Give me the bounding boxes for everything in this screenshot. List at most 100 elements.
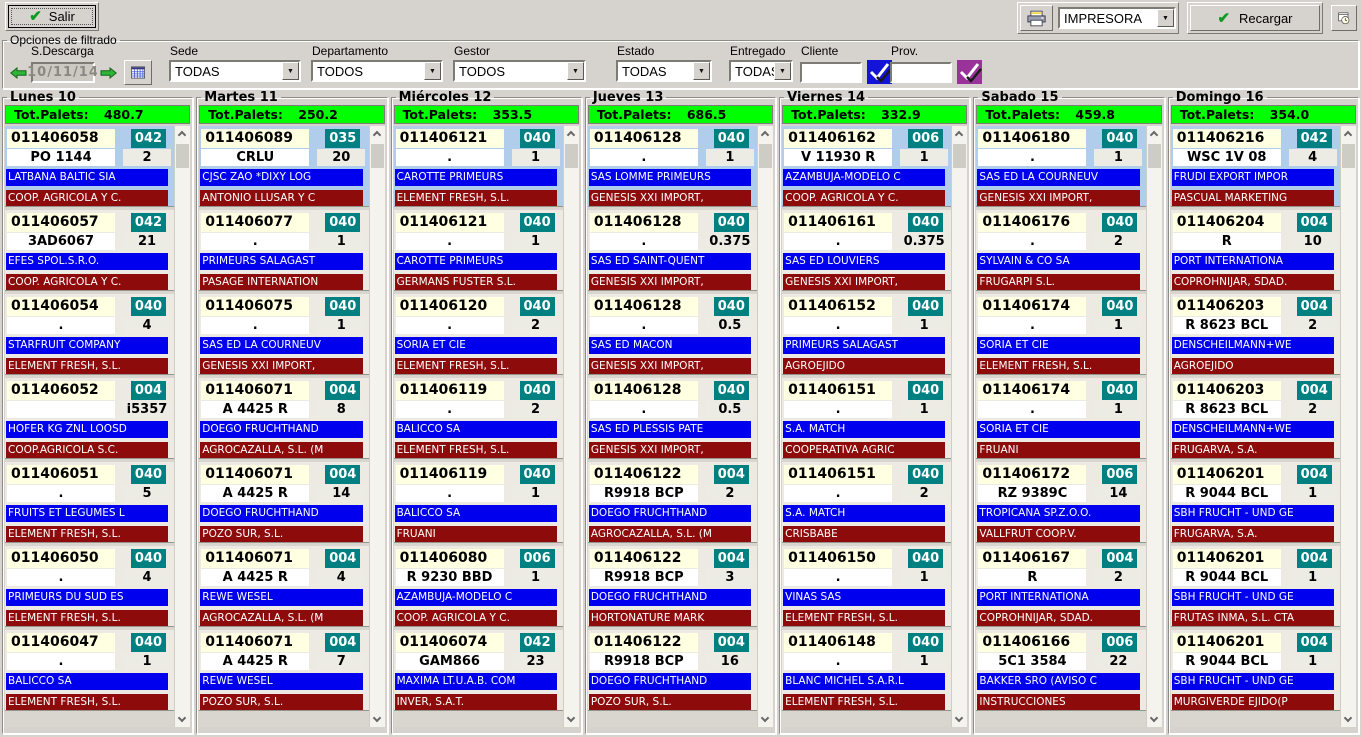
entregado-select[interactable]: TODAS ▼ [729, 60, 793, 82]
pallet-card[interactable]: 011406119 040. 2 BALICCO SA ELEMENT FRESH, S… [393, 378, 563, 459]
prev-day-button[interactable] [7, 61, 29, 84]
scrollbar[interactable] [368, 126, 385, 727]
pallet-card[interactable]: 011406203 004 R 8623 BCL 2 DENSCHEILMANN+WE A… [1170, 294, 1340, 375]
scroll-down-button[interactable] [1149, 713, 1158, 723]
scroll-thumb[interactable] [176, 144, 190, 168]
print-button[interactable] [1020, 5, 1053, 31]
chevron-down-icon[interactable]: ▼ [1157, 9, 1174, 27]
pallet-card[interactable]: 011406128 040. 0.5 SAS ED MACON GENESIS XXI … [587, 294, 758, 375]
pallet-card[interactable]: 011406128 040. 1 SAS LOMME PRIMEURS GENESIS … [587, 126, 758, 207]
scroll-down-button[interactable] [1343, 713, 1353, 723]
chevron-down-icon[interactable]: ▼ [282, 62, 299, 80]
pallet-card[interactable]: 011406201 004 R 9044 BCL 1 SBH FRUCHT - UND … [1170, 630, 1340, 711]
scroll-down-button[interactable] [955, 713, 964, 723]
pallet-card[interactable]: 011406174 040. 1 SORIA ET CIE FRUANI [976, 378, 1146, 459]
sdescarga-date-field[interactable]: 10/11/14 [27, 62, 98, 83]
cliente-input[interactable] [800, 61, 862, 83]
scroll-thumb[interactable] [1342, 144, 1355, 168]
scroll-up-button[interactable] [760, 130, 770, 140]
pallet-card[interactable]: 011406148 040. 1 BLANC MICHEL S.A.R.L ELEMEN… [782, 630, 952, 711]
printer-select[interactable]: IMPRESORA ▼ [1058, 7, 1176, 29]
scroll-down-button[interactable] [178, 713, 187, 723]
pallet-card[interactable]: 011406077 040. 1 PRIMEURS SALAGAST PASAGE IN… [199, 210, 369, 291]
pallet-card[interactable]: 011406204 004 R 10 PORT INTERNATIONA COPROHNI… [1170, 210, 1340, 291]
cliente-search-button[interactable] [867, 60, 892, 84]
pallet-card[interactable]: 011406162 006 V 11930 R 1 AZAMBUJA-MODELO C C… [782, 126, 952, 207]
pallet-card[interactable]: 011406122 004 R9918 BCP 3 DOEGO FRUCHTHAND HO… [587, 546, 758, 627]
pallet-card[interactable]: 011406201 004 R 9044 BCL 1 SBH FRUCHT - UND … [1170, 462, 1340, 543]
salir-button[interactable]: ✔ Salir [8, 5, 96, 28]
pallet-card[interactable]: 011406075 040. 1 SAS ED LA COURNEUV GENESIS … [199, 294, 369, 375]
pallet-card[interactable]: 011406120 040. 2 SORIA ET CIE ELEMENT FRESH,… [393, 294, 563, 375]
scrollbar[interactable] [174, 126, 191, 727]
pallet-card[interactable]: 011406166 006 5C1 3584 22 BAKKER SRO (AVISO … [976, 630, 1146, 711]
pallet-card[interactable]: 011406151 040. 2 S.A. MATCH CRISBABE [782, 462, 952, 543]
estado-select[interactable]: TODAS ▼ [616, 60, 712, 82]
prov-input[interactable] [890, 61, 952, 83]
scrollbar[interactable] [562, 126, 579, 727]
scroll-thumb[interactable] [370, 144, 384, 168]
scrollbar[interactable] [951, 126, 968, 727]
pallet-card[interactable]: 011406122 004 R9918 BCP 16 DOEGO FRUCHTHAND P… [587, 630, 758, 711]
chevron-down-icon[interactable]: ▼ [774, 62, 791, 80]
pallet-card[interactable]: 011406201 004 R 9044 BCL 1 SBH FRUCHT - UND … [1170, 546, 1340, 627]
scroll-up-button[interactable] [566, 130, 576, 140]
chevron-down-icon[interactable]: ▼ [567, 62, 584, 80]
scrollbar[interactable] [757, 126, 774, 727]
prov-search-button[interactable] [957, 60, 982, 84]
calendar-button[interactable] [124, 60, 152, 85]
pallet-card[interactable]: 011406050 040. 4 PRIMEURS DU SUD ES ELEMENT … [5, 546, 175, 627]
scroll-thumb[interactable] [1147, 144, 1161, 168]
scroll-thumb[interactable] [953, 144, 967, 168]
schedule-button[interactable] [1331, 5, 1357, 31]
pallet-card[interactable]: 011406174 040. 1 SORIA ET CIE ELEMENT FRESH,… [976, 294, 1146, 375]
pallet-card[interactable]: 011406180 040. 1 SAS ED LA COURNEUV GENESIS … [976, 126, 1146, 207]
recargar-button[interactable]: ✔ Recargar [1190, 5, 1320, 31]
pallet-card[interactable]: 011406051 040. 5 FRUITS ET LEGUMES L ELEMENT… [5, 462, 175, 543]
pallet-card[interactable]: 011406172 006 RZ 9389C 14 TROPICANA SP.Z.O.O… [976, 462, 1146, 543]
pallet-card[interactable]: 011406151 040. 1 S.A. MATCH COOPERATIVA AGRI… [782, 378, 952, 459]
pallet-card[interactable]: 011406057 042 3AD6067 21 EFES SPOL.S.R.O. COO… [5, 210, 175, 291]
chevron-down-icon[interactable]: ▼ [424, 62, 441, 80]
pallet-card[interactable]: 011406150 040. 1 VINAS SAS ELEMENT FRESH, S.… [782, 546, 952, 627]
pallet-card[interactable]: 011406176 040. 2 SYLVAIN & CO SA FRUGARPI S.… [976, 210, 1146, 291]
sede-select[interactable]: TODAS ▼ [169, 60, 301, 82]
pallet-card[interactable]: 011406203 004 R 8623 BCL 2 DENSCHEILMANN+WE F… [1170, 378, 1340, 459]
pallet-card[interactable]: 011406152 040. 1 PRIMEURS SALAGAST AGROEJIDO [782, 294, 952, 375]
gestor-select[interactable]: TODOS ▼ [453, 60, 586, 82]
pallet-card[interactable]: 011406128 040. 0.5 SAS ED PLESSIS PATE GENES… [587, 378, 758, 459]
scroll-up-button[interactable] [372, 130, 381, 140]
pallet-card[interactable]: 011406216 042 WSC 1V 08 4 FRUDI EXPORT IMPOR… [1170, 126, 1340, 207]
pallet-card[interactable]: 011406054 040. 4 STARFRUIT COMPANY ELEMENT F… [5, 294, 175, 375]
scroll-down-button[interactable] [760, 713, 770, 723]
pallet-card[interactable]: 011406089 035 CRLU 20 CJSC ZAO *DIXY LOG ANTO… [199, 126, 369, 207]
pallet-card[interactable]: 011406052 004 i5357 HOFER KG ZNL LOOSD COOP.… [5, 378, 175, 459]
scrollbar[interactable] [1145, 126, 1162, 727]
scroll-down-button[interactable] [566, 713, 576, 723]
pallet-card[interactable]: 011406161 040. 0.375 SAS ED LOUVIERS GENESIS… [782, 210, 952, 291]
pallet-card[interactable]: 011406071 004 A 4425 R 8 DOEGO FRUCHTHAND AGR… [199, 378, 369, 459]
scrollbar[interactable] [1340, 126, 1356, 727]
next-day-button[interactable] [97, 61, 119, 84]
scroll-up-button[interactable] [1343, 130, 1353, 140]
scroll-down-button[interactable] [372, 713, 381, 723]
scroll-up-button[interactable] [1149, 130, 1158, 140]
pallet-card[interactable]: 011406080 006 R 9230 BBD 1 AZAMBUJA-MODELO C… [393, 546, 563, 627]
pallet-card[interactable]: 011406121 040. 1 CAROTTE PRIMEURS GERMANS FU… [393, 210, 563, 291]
chevron-down-icon[interactable]: ▼ [693, 62, 710, 80]
departamento-select[interactable]: TODOS ▼ [311, 60, 443, 82]
scroll-up-button[interactable] [178, 130, 187, 140]
pallet-card[interactable]: 011406047 040. 1 BALICCO SA ELEMENT FRESH, S… [5, 630, 175, 711]
pallet-card[interactable]: 011406071 004 A 4425 R 14 DOEGO FRUCHTHAND PO… [199, 462, 369, 543]
pallet-card[interactable]: 011406058 042 PO 1144 2 LATBANA BALTIC SIA CO… [5, 126, 175, 207]
scroll-thumb[interactable] [759, 144, 773, 168]
pallet-card[interactable]: 011406071 004 A 4425 R 7 REWE WESEL POZO SUR,… [199, 630, 369, 711]
pallet-card[interactable]: 011406167 004 R 2 PORT INTERNATIONA COPROHNIJ… [976, 546, 1146, 627]
scroll-thumb[interactable] [564, 144, 578, 168]
pallet-card[interactable]: 011406074 042 GAM866 23 MAXIMA LT.U.A.B. COM… [393, 630, 563, 711]
pallet-card[interactable]: 011406128 040. 0.375 SAS ED SAINT-QUENT GENE… [587, 210, 758, 291]
pallet-card[interactable]: 011406122 004 R9918 BCP 2 DOEGO FRUCHTHAND AG… [587, 462, 758, 543]
pallet-card[interactable]: 011406119 040. 1 BALICCO SA FRUANI [393, 462, 563, 543]
pallet-card[interactable]: 011406121 040. 1 CAROTTE PRIMEURS ELEMENT FR… [393, 126, 563, 207]
pallet-card[interactable]: 011406071 004 A 4425 R 4 REWE WESEL AGROCAZAL… [199, 546, 369, 627]
